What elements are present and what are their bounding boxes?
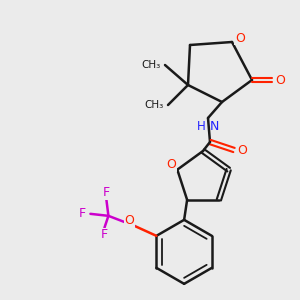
Text: O: O xyxy=(235,32,245,44)
Text: O: O xyxy=(275,74,285,86)
Text: F: F xyxy=(101,228,108,241)
Text: F: F xyxy=(79,207,86,220)
Text: F: F xyxy=(103,186,110,199)
Text: O: O xyxy=(124,214,134,227)
Text: N: N xyxy=(210,120,219,133)
Text: CH₃: CH₃ xyxy=(145,100,164,110)
Text: O: O xyxy=(167,158,176,171)
Text: O: O xyxy=(237,143,247,157)
Text: CH₃: CH₃ xyxy=(142,60,161,70)
Text: H: H xyxy=(197,120,206,133)
